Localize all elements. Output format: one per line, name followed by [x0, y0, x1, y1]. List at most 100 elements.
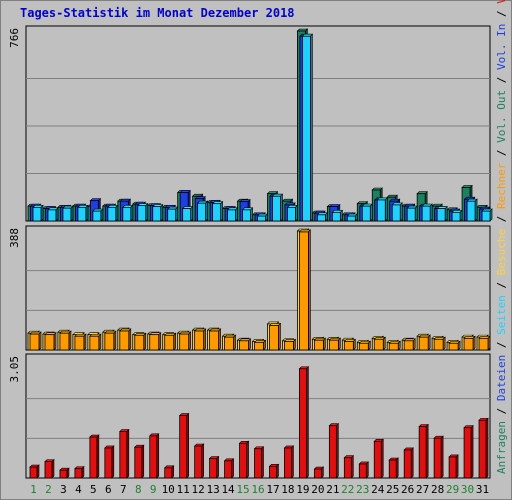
y-max-label: 3.05	[8, 356, 21, 383]
bar-seiten-day-5	[92, 208, 104, 222]
y-max-label: 388	[8, 228, 21, 248]
bar-volumen-day-4	[74, 465, 85, 479]
y-max-label: 766	[8, 28, 21, 48]
bar-seiten-day-31	[481, 208, 493, 222]
bar-rechner-day-5	[89, 333, 102, 351]
x-label-day-29: 29	[446, 483, 459, 496]
x-label-day-19: 19	[296, 483, 309, 496]
bar-rechner-day-15	[238, 338, 252, 351]
legend-item-13: /	[495, 4, 508, 24]
bar-volumen-day-17	[268, 463, 280, 479]
bar-rechner-day-13	[208, 328, 222, 351]
bar-seiten-day-22	[346, 213, 359, 222]
bar-rechner-day-21	[328, 337, 342, 351]
bar-rechner-day-9	[149, 331, 162, 351]
bar-volumen-day-28	[433, 435, 444, 479]
x-label-day-8: 8	[135, 483, 142, 496]
x-label-day-13: 13	[206, 483, 219, 496]
x-label-day-16: 16	[251, 483, 264, 496]
bar-seiten-day-28	[436, 205, 448, 222]
bar-volumen-day-13	[208, 455, 220, 479]
bar-seiten-day-23	[361, 203, 374, 222]
legend-item-2: Dateien	[495, 355, 508, 401]
x-label-day-15: 15	[236, 483, 249, 496]
bar-volumen-day-23	[358, 461, 370, 479]
series-legend: Anfragen / Dateien / Seiten / Besuche / …	[495, 0, 508, 474]
x-label-day-2: 2	[45, 483, 52, 496]
bar-seiten-day-12	[196, 200, 209, 222]
bar-rechner-day-24	[373, 336, 386, 351]
legend-item-5: /	[495, 275, 508, 295]
bar-seiten-day-14	[226, 207, 239, 222]
bar-volumen-day-10	[163, 465, 175, 479]
bar-seiten-day-2	[47, 207, 59, 222]
bar-rechner-day-11	[178, 331, 192, 351]
bar-rechner-day-29	[448, 340, 461, 351]
x-label-day-18: 18	[281, 483, 294, 496]
x-label-day-14: 14	[221, 483, 235, 496]
bar-rechner-day-28	[433, 336, 446, 351]
bar-volumen-day-20	[313, 466, 325, 479]
bar-rechner-day-19	[298, 229, 312, 351]
legend-item-6: Besuche	[495, 229, 508, 275]
bar-rechner-day-7	[119, 328, 132, 351]
legend-item-1: /	[495, 401, 508, 421]
bar-volumen-day-2	[44, 458, 55, 479]
bar-volumen-day-14	[223, 458, 235, 479]
bar-rechner-day-30	[463, 335, 476, 351]
x-label-day-27: 27	[416, 483, 429, 496]
bar-rechner-day-20	[313, 337, 327, 351]
bar-seiten-day-4	[77, 204, 89, 222]
panel-visits	[25, 225, 491, 351]
bar-rechner-day-12	[193, 328, 207, 351]
x-label-day-30: 30	[461, 483, 474, 496]
legend-item-7: /	[495, 209, 508, 229]
bar-rechner-day-1	[29, 331, 42, 351]
bar-seiten-day-26	[406, 205, 418, 222]
bar-seiten-day-10	[166, 206, 179, 222]
x-label-day-12: 12	[192, 483, 205, 496]
bar-volumen-day-15	[238, 440, 250, 479]
bar-seiten-day-21	[331, 209, 344, 222]
bar-rechner-day-16	[253, 339, 267, 351]
bar-volumen-day-9	[149, 433, 160, 479]
bar-volumen-day-29	[448, 454, 459, 479]
x-label-day-20: 20	[311, 483, 324, 496]
bar-volumen-day-12	[193, 443, 205, 479]
bar-volumen-day-6	[104, 445, 115, 479]
x-label-day-28: 28	[431, 483, 444, 496]
x-label-day-24: 24	[371, 483, 385, 496]
bar-seiten-day-27	[421, 203, 433, 222]
chart-title: Tages-Statistik im Monat Dezember 2018	[20, 6, 295, 20]
bar-seiten-day-8	[137, 202, 149, 222]
bar-volumen-day-16	[253, 446, 265, 479]
bar-seiten-day-15	[241, 207, 254, 222]
bar-seiten-day-9	[152, 203, 164, 222]
legend-item-3: /	[495, 335, 508, 355]
bar-seiten-day-1	[32, 204, 44, 222]
bar-rechner-day-17	[268, 322, 282, 351]
bar-rechner-day-23	[358, 340, 372, 351]
bar-seiten-day-7	[122, 204, 134, 222]
bar-seiten-day-11	[181, 205, 194, 222]
bar-volumen-day-31	[478, 417, 489, 479]
bar-seiten-day-24	[376, 197, 388, 222]
x-label-day-10: 10	[162, 483, 175, 496]
x-label-day-22: 22	[341, 483, 354, 496]
x-label-day-17: 17	[266, 483, 279, 496]
bar-rechner-day-4	[74, 333, 87, 351]
bar-seiten-day-17	[271, 193, 284, 222]
legend-item-14: Volumen	[495, 0, 508, 4]
x-label-day-26: 26	[401, 483, 414, 496]
x-label-day-31: 31	[476, 483, 489, 496]
bar-volumen-day-3	[59, 467, 70, 479]
bar-seiten-day-30	[466, 198, 478, 222]
bar-volumen-day-5	[89, 434, 100, 479]
bar-volumen-day-22	[343, 454, 355, 479]
bar-rechner-day-22	[343, 338, 357, 351]
legend-item-8: Rechner	[495, 162, 508, 209]
bar-volumen-day-26	[403, 447, 414, 479]
bar-rechner-day-31	[478, 335, 491, 351]
bar-volumen-day-8	[134, 444, 145, 479]
